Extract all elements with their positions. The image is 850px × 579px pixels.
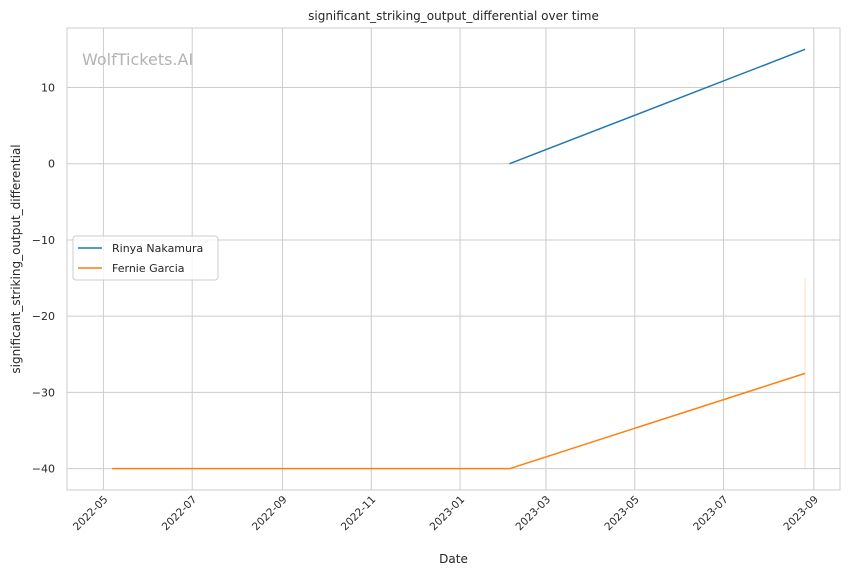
legend-label-rinya-nakamura: Rinya Nakamura: [112, 242, 203, 255]
watermark: WolfTickets.AI: [82, 50, 193, 69]
y-tick-label: −20: [32, 310, 55, 323]
y-axis-label: significant_striking_output_differential: [9, 144, 23, 373]
y-tick-label: −40: [32, 463, 55, 476]
legend: Rinya Nakamura Fernie Garcia: [73, 236, 218, 280]
y-tick-label: −10: [32, 234, 55, 247]
y-tick-label: 10: [41, 81, 55, 94]
chart-title: significant_striking_output_differential…: [308, 9, 599, 23]
y-tick-label: 0: [48, 158, 55, 171]
legend-label-fernie-garcia: Fernie Garcia: [112, 262, 185, 275]
x-axis-label: Date: [439, 552, 468, 566]
y-tick-label: −30: [32, 386, 55, 399]
